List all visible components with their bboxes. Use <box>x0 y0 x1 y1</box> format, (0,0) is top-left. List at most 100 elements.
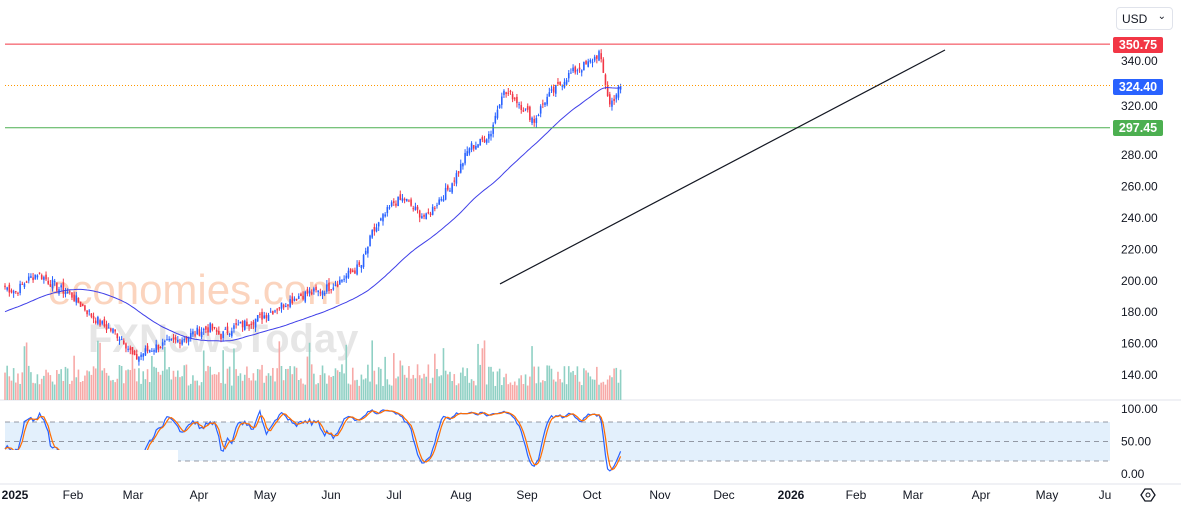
time-tick-label: Apr <box>972 488 991 502</box>
volume-bar <box>550 368 553 400</box>
candle <box>380 218 382 221</box>
candle <box>475 145 477 150</box>
volume-bar <box>341 364 343 400</box>
candle <box>416 206 419 210</box>
volume-bar <box>388 384 391 400</box>
volume-bar <box>252 373 255 400</box>
volume-bar <box>561 382 564 400</box>
volume-bar <box>315 384 317 400</box>
candle <box>332 287 335 290</box>
volume-bar <box>377 367 380 400</box>
candle <box>328 282 330 292</box>
volume-bar <box>36 374 39 400</box>
volume-bar <box>105 372 108 400</box>
volume-bar <box>393 353 395 400</box>
volume-bar <box>518 378 520 400</box>
candle <box>498 104 501 108</box>
time-tick-label: May <box>1036 488 1059 502</box>
settings-icon[interactable] <box>1140 488 1156 502</box>
volume-bar <box>427 364 430 400</box>
volume-bar <box>429 383 432 400</box>
candle <box>107 327 110 329</box>
volume-bar <box>513 381 516 400</box>
volume-bar <box>604 384 607 400</box>
candle <box>304 291 307 302</box>
candle <box>179 342 181 345</box>
candle <box>468 148 471 154</box>
volume-bar <box>526 385 529 400</box>
volume-bar <box>200 382 203 400</box>
volume-bar <box>166 369 168 400</box>
volume-bar <box>43 375 45 400</box>
volume-bar <box>375 384 378 400</box>
volume-bar <box>336 370 339 400</box>
time-tick-label: Ju <box>1099 488 1112 502</box>
volume-bar <box>589 376 592 400</box>
candle <box>401 198 404 201</box>
candle <box>315 286 317 291</box>
volume-bar <box>297 380 300 400</box>
candle <box>485 139 488 143</box>
time-tick-label: Mar <box>123 488 144 502</box>
volume-bar <box>384 356 386 400</box>
candle <box>282 304 285 308</box>
candle <box>565 80 568 85</box>
candle <box>27 276 30 281</box>
candle <box>470 143 473 150</box>
candle <box>390 202 393 206</box>
volume-bar <box>103 368 106 400</box>
candle <box>438 199 440 205</box>
candle <box>403 198 406 201</box>
candle <box>105 324 108 330</box>
candle <box>15 291 17 293</box>
volume-bar <box>187 385 190 400</box>
candle <box>60 285 62 288</box>
volume-bar <box>192 375 194 400</box>
volume-bar <box>462 367 464 400</box>
volume-bar <box>120 365 123 400</box>
volume-bar <box>58 373 60 400</box>
candle <box>326 284 328 292</box>
candle <box>343 278 345 280</box>
candle <box>272 311 274 315</box>
volume-bar <box>220 382 222 400</box>
trendline[interactable] <box>499 49 946 285</box>
candle <box>90 313 93 317</box>
candle <box>133 351 136 356</box>
candle <box>250 323 253 325</box>
candle <box>546 96 548 105</box>
volume-bar <box>131 346 134 400</box>
volume-bar <box>602 381 605 400</box>
candle <box>427 212 430 214</box>
volume-bar <box>40 378 43 400</box>
candle <box>276 309 278 311</box>
volume-bar <box>77 369 80 400</box>
volume-bar <box>12 368 15 400</box>
volume-bar <box>246 366 248 400</box>
volume-bar <box>583 368 585 400</box>
candle <box>75 295 78 303</box>
volume-bar <box>88 371 91 400</box>
volume-bar <box>267 373 270 400</box>
candle <box>177 339 179 342</box>
volume-bar <box>563 366 566 400</box>
volume-bar <box>457 383 460 400</box>
price-tick-label: 280.00 <box>1121 148 1158 162</box>
volume-bar <box>596 366 598 400</box>
volume-bar <box>546 365 548 400</box>
candle <box>440 199 443 201</box>
volume-bar <box>265 375 268 400</box>
currency-select[interactable]: USD ⌄ <box>1116 7 1173 30</box>
time-tick-label: Mar <box>903 488 924 502</box>
candle <box>192 331 194 335</box>
candle <box>114 329 116 332</box>
candle <box>563 81 566 88</box>
candle <box>142 353 145 357</box>
candle <box>84 305 86 311</box>
support-price-tag: 297.45 <box>1113 120 1163 136</box>
volume-bar <box>399 360 402 400</box>
candle <box>466 151 469 156</box>
candle <box>155 344 157 353</box>
